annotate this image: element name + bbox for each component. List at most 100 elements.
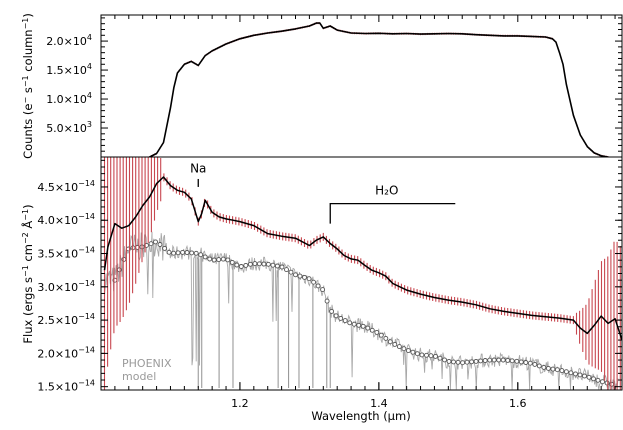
model-label-line2: model	[122, 370, 156, 383]
model-binned-point	[175, 250, 181, 256]
top-ytick-label: 2.0×104	[46, 33, 92, 48]
model-binned-point	[392, 341, 398, 347]
model-binned-point	[568, 370, 574, 376]
model-binned-point	[324, 298, 330, 304]
model-binned-point	[577, 372, 583, 378]
model-binned-point	[333, 313, 339, 319]
top-plot-area	[149, 22, 609, 157]
model-binned-point	[500, 357, 506, 363]
model-binned-point	[559, 368, 565, 374]
bottom-panel: 1.5×10−14 2.0×10−14 2.5×10−14 3.0×10−14 3.5×…	[20, 156, 623, 423]
model-binned-point	[157, 242, 163, 247]
model-binned-point	[338, 315, 344, 321]
model-binned-point	[116, 267, 122, 273]
model-binned-point	[401, 346, 407, 352]
model-binned-point	[211, 257, 217, 263]
model-binned-point	[410, 349, 416, 355]
model-binned-point	[419, 352, 425, 358]
model-binned-point	[573, 371, 578, 377]
model-binned-point	[609, 381, 615, 387]
bottom-ytick-label: 4.0×10−14	[37, 212, 95, 227]
model-binned-point	[265, 261, 271, 267]
observed-spectrum-line	[103, 176, 622, 341]
h2o-band-bracket	[329, 202, 456, 224]
model-binned-point	[446, 358, 452, 364]
bottom-plot-area	[103, 157, 622, 390]
model-binned-point	[591, 376, 596, 382]
model-binned-point	[202, 254, 208, 260]
model-binned-point	[198, 252, 204, 258]
model-binned-point	[365, 325, 371, 331]
model-binned-point	[604, 380, 610, 386]
model-binned-point	[378, 332, 384, 338]
bottom-ytick-label: 2.5×10−14	[37, 312, 95, 327]
model-binned-point	[554, 367, 560, 373]
bottom-axis-ticks: 1.5×10−14 2.0×10−14 2.5×10−14 3.0×10−14 3.5×…	[37, 159, 622, 410]
model-binned-point	[600, 379, 605, 385]
model-binned-point	[342, 318, 348, 324]
bottom-ytick-label: 4.5×10−14	[37, 179, 95, 194]
bottom-ylabel: Flux (ergs s−1 cm−2 Å−1)	[20, 204, 35, 343]
model-binned-point	[216, 257, 222, 263]
model-binned-point	[523, 360, 529, 365]
model-binned-point	[451, 359, 456, 365]
phoenix-model-line	[104, 231, 619, 390]
model-binned-point	[374, 329, 380, 335]
model-binned-point	[229, 259, 235, 265]
na-feature-label: Na	[190, 161, 206, 175]
model-binned-point	[274, 263, 280, 269]
model-binned-point	[121, 256, 127, 262]
model-binned-point	[256, 261, 262, 267]
model-binned-point	[306, 276, 312, 282]
model-binned-point	[387, 339, 393, 345]
top-axis-ticks: 5.0×103 1.0×104 1.5×104 2.0×104	[46, 15, 622, 152]
model-binned-point	[437, 355, 443, 361]
model-binned-point	[455, 359, 461, 365]
top-ytick-label: 1.0×104	[46, 91, 92, 106]
model-binned-point	[148, 241, 154, 247]
model-binned-point	[297, 273, 303, 279]
model-binned-point	[320, 287, 326, 293]
model-binned-point	[396, 344, 402, 350]
model-binned-point	[193, 250, 199, 256]
feature-annotations: Na H₂O	[190, 161, 456, 224]
model-binned-point	[487, 357, 493, 363]
model-binned-point	[347, 320, 353, 326]
model-binned-point	[207, 256, 213, 262]
top-noise-band	[149, 22, 609, 157]
bottom-xtick-label: 1.4	[370, 397, 388, 410]
model-binned-point	[356, 322, 362, 328]
model-binned-point	[171, 250, 177, 256]
model-binned-point	[360, 323, 366, 329]
counts-series-line	[149, 22, 609, 157]
bottom-ytick-label: 3.5×10−14	[37, 246, 95, 261]
model-binned-point	[586, 374, 592, 380]
top-ylabel: Counts (e− s−1 column−1)	[21, 13, 35, 159]
model-binned-point	[518, 359, 524, 365]
model-binned-point	[505, 357, 511, 363]
model-binned-point	[433, 353, 438, 359]
model-binned-point	[220, 256, 226, 262]
model-label-line1: PHOENIX	[122, 357, 172, 370]
model-binned-point	[460, 360, 466, 366]
model-binned-point	[153, 239, 158, 245]
model-binned-point	[541, 364, 547, 370]
model-binned-point	[189, 250, 195, 256]
bottom-xtick-label: 1.6	[509, 397, 527, 410]
model-binned-point	[243, 262, 249, 268]
model-binned-point	[247, 261, 253, 267]
model-binned-point	[509, 358, 515, 364]
model-binned-point	[180, 249, 186, 255]
model-binned-point	[473, 358, 479, 364]
model-binned-point	[383, 335, 389, 341]
model-binned-point	[234, 262, 240, 268]
model-binned-point	[442, 357, 447, 363]
model-binned-point	[582, 373, 587, 379]
top-ytick-label: 1.5×104	[46, 62, 92, 77]
model-binned-point	[550, 366, 556, 372]
bottom-ytick-label: 3.0×10−14	[37, 279, 95, 294]
bottom-xtick-label: 1.2	[231, 397, 249, 410]
model-binned-point	[496, 357, 502, 363]
h2o-feature-label: H₂O	[375, 184, 398, 198]
